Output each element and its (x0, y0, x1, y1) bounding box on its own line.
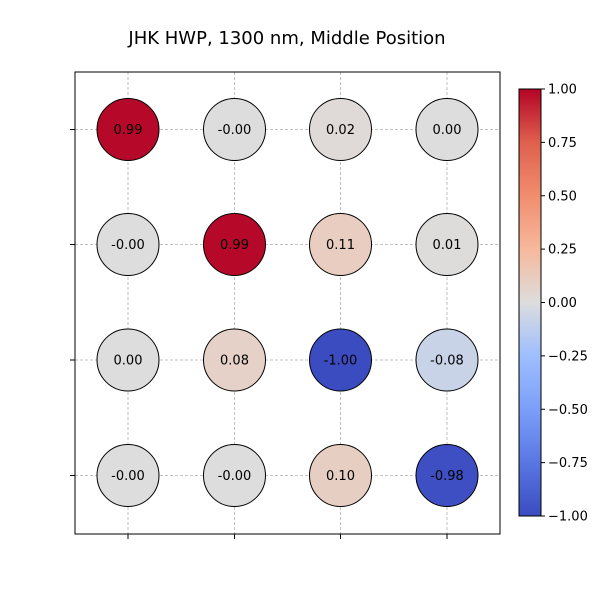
plot-border (74, 71, 501, 535)
cell-circle-r0-c0 (96, 98, 160, 161)
colorbar-tick-label: −0.50 (548, 403, 588, 418)
cell-label-r0-c1: -0.00 (218, 123, 252, 138)
colorbar-tick-label: 0.75 (548, 136, 577, 151)
cell-circle-r3-c0 (96, 444, 160, 507)
cell-label-r0-c0: 0.99 (114, 123, 143, 138)
cell-label-r2-c2: -1.00 (324, 354, 358, 369)
cell-label-r3-c0: -0.00 (111, 469, 145, 484)
cell-label-r1-c2: 0.11 (326, 238, 355, 253)
cell-label-r2-c3: -0.08 (430, 354, 464, 369)
cell-label-r2-c1: 0.08 (220, 354, 249, 369)
colorbar-tick-label: −0.25 (548, 349, 588, 364)
cell-label-r1-c0: -0.00 (111, 238, 145, 253)
colorbar-tick-label: −0.75 (548, 456, 588, 471)
cell-circle-r1-c0 (96, 213, 160, 276)
cell-label-r3-c2: 0.10 (326, 469, 355, 484)
cell-circle-r0-c3 (415, 98, 479, 161)
chart-title: JHK HWP, 1300 nm, Middle Position (127, 28, 445, 49)
cell-circle-r2-c3 (415, 328, 479, 392)
cell-circle-r0-c1 (203, 98, 266, 161)
cell-circle-r0-c2 (309, 98, 372, 161)
colorbar-tick-label: 0.25 (548, 243, 577, 258)
cell-label-r2-c0: 0.00 (114, 354, 143, 369)
cell-label-r0-c2: 0.02 (326, 123, 355, 138)
cell-label-r3-c3: -0.98 (430, 469, 464, 484)
cells: 0.99 -0.00 0.02 0.00 -0.00 0.99 0.11 0.01 0.00 0.… (96, 98, 479, 507)
cell-circle-r2-c0 (96, 328, 160, 392)
colorbar-tick-label: 0.50 (548, 189, 577, 204)
cell-circle-r2-c2 (309, 328, 372, 392)
cell-circle-r3-c3 (415, 444, 479, 507)
cell-circle-r2-c1 (203, 328, 266, 392)
cell-circle-r1-c3 (415, 213, 479, 276)
cell-label-r1-c1: 0.99 (220, 238, 249, 253)
axis-ticks (70, 129, 448, 539)
colorbar-tick-label: 0.00 (548, 296, 577, 311)
colorbar-tick-label: −1.00 (548, 510, 588, 525)
colorbar-tick-label: 1.00 (548, 83, 577, 98)
colorbar (518, 88, 542, 517)
cell-circle-r3-c2 (309, 444, 372, 507)
cell-circle-r1-c1 (203, 213, 266, 276)
cell-circle-r3-c1 (203, 444, 266, 507)
cell-label-r1-c3: 0.01 (433, 238, 462, 253)
cell-circle-r1-c2 (309, 213, 372, 276)
colorbar-ticks: 1.00 0.75 0.50 0.25 0.00 −0.25 −0.50 −0.75 −1.00 (541, 83, 588, 525)
cell-label-r3-c1: -0.00 (218, 469, 252, 484)
cell-label-r0-c3: 0.00 (433, 123, 462, 138)
